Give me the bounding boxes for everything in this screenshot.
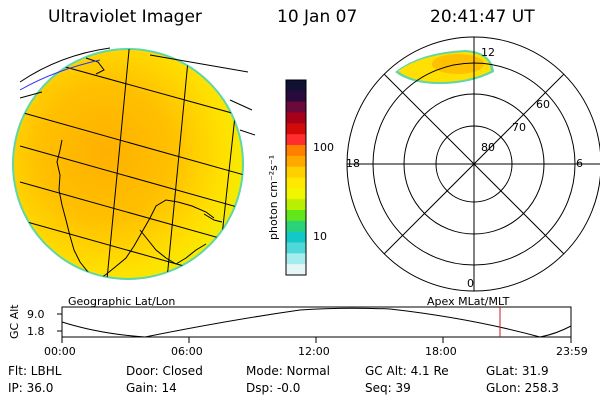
gc-alt-frame xyxy=(61,306,572,338)
mode-readout: Mode: Normal xyxy=(246,364,330,378)
colorbar-swatch xyxy=(286,177,306,189)
gc-alt-ytick-9: 9.0 xyxy=(27,308,45,321)
colorbar-frame xyxy=(285,79,307,276)
gc-alt-curve xyxy=(61,307,572,338)
gc-alt-ylabel: GC Alt xyxy=(8,304,21,339)
colorbar xyxy=(285,79,307,276)
mlat-label-60: 60 xyxy=(536,98,550,111)
gc-alt-ytick-1-8: 1.8 xyxy=(27,325,45,338)
colorbar-swatch xyxy=(286,264,306,276)
mlt-label-12: 12 xyxy=(481,46,495,59)
left-panel-caption: Geographic Lat/Lon xyxy=(68,295,176,308)
mlat-label-80: 80 xyxy=(481,141,495,154)
polar-diagonal-2 xyxy=(383,73,565,255)
gc-alt-readout: GC Alt: 4.1 Re xyxy=(365,364,449,378)
gc-alt-xtick-1800: 18:00 xyxy=(425,345,457,358)
mlt-label-18: 18 xyxy=(346,157,360,170)
colorbar-swatch xyxy=(286,220,306,233)
gc-alt-xtick-0000: 00:00 xyxy=(44,345,76,358)
colorbar-unit-label: photon cm⁻²s⁻¹ xyxy=(267,154,280,240)
colorbar-swatch xyxy=(286,188,306,200)
colorbar-swatch xyxy=(286,242,306,254)
colorbar-swatch xyxy=(286,210,306,222)
colorbar-swatch xyxy=(286,253,306,265)
mlat-label-70: 70 xyxy=(512,121,526,134)
colorbar-swatch xyxy=(286,231,306,243)
mlt-label-0: 0 xyxy=(467,277,474,290)
colorbar-swatch xyxy=(286,155,306,168)
dsp-readout: Dsp: -0.0 xyxy=(246,381,301,395)
earth-image xyxy=(12,47,256,280)
glat-readout: GLat: 31.9 xyxy=(486,364,549,378)
mlt-label-6: 6 xyxy=(576,157,583,170)
colorbar-swatch xyxy=(286,199,306,211)
colorbar-swatch xyxy=(286,134,306,146)
glon-readout: GLon: 258.3 xyxy=(486,381,559,395)
filter-readout: Flt: LBHL xyxy=(8,364,62,378)
colorbar-swatch xyxy=(286,145,306,157)
ip-readout: IP: 36.0 xyxy=(8,381,54,395)
right-panel-caption: Apex MLat/MLT xyxy=(427,295,510,308)
latlon-grid xyxy=(19,49,243,279)
colorbar-swatch xyxy=(286,101,306,113)
colorbar-swatch xyxy=(286,112,306,124)
gc-alt-xtick-2359: 23:59 xyxy=(556,345,588,358)
colorbar-swatch xyxy=(286,90,306,103)
colorbar-swatch xyxy=(286,166,306,178)
terminator-line xyxy=(19,59,101,91)
app-title: Ultraviolet Imager xyxy=(48,7,202,27)
observation-date: 10 Jan 07 xyxy=(277,7,358,27)
gain-readout: Gain: 14 xyxy=(126,381,177,395)
colorbar-swatch xyxy=(286,80,306,92)
outer-grid xyxy=(19,47,256,136)
seq-readout: Seq: 39 xyxy=(365,381,411,395)
coastlines xyxy=(56,57,223,279)
colorbar-tick-100: 100 xyxy=(313,141,334,154)
gc-alt-plot xyxy=(57,306,572,343)
door-readout: Door: Closed xyxy=(126,364,203,378)
polar-plot xyxy=(346,36,600,292)
gc-alt-xtick-1200: 12:00 xyxy=(298,345,330,358)
observation-time: 20:41:47 UT xyxy=(430,7,535,27)
gc-alt-xtick-0600: 06:00 xyxy=(171,345,203,358)
colorbar-swatch xyxy=(286,123,306,135)
colorbar-tick-10: 10 xyxy=(313,230,327,243)
